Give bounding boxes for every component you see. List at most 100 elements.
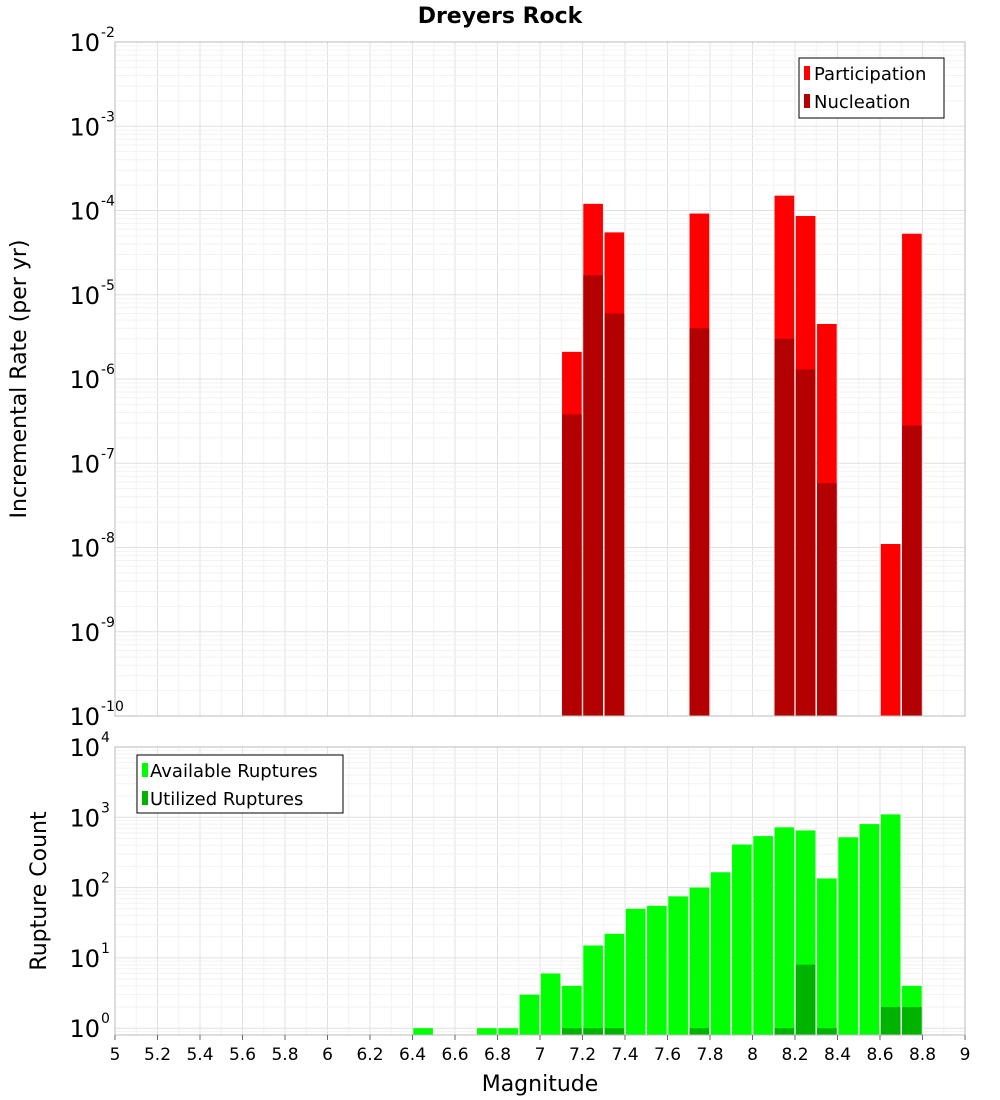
bar-available <box>519 994 540 1035</box>
bar-nucleation <box>817 483 837 716</box>
bar-available <box>625 908 646 1035</box>
bar-utilized <box>902 1007 922 1035</box>
y-tick-exponent: -9 <box>101 615 115 631</box>
y-tick-label: 10 <box>69 450 100 478</box>
y-tick-label: 10 <box>69 1015 100 1043</box>
legend-swatch-utilized <box>142 791 148 805</box>
bar-available <box>647 905 667 1035</box>
x-tick-label: 6.6 <box>441 1045 468 1065</box>
x-tick-label: 7.2 <box>569 1045 596 1065</box>
legend-swatch-nucleation <box>804 94 810 108</box>
count-bars <box>413 814 922 1035</box>
rate-legend-box <box>798 57 945 119</box>
count-legend-box <box>136 754 344 814</box>
x-tick-label: 8.8 <box>909 1045 936 1065</box>
y-tick-exponent: -3 <box>101 109 115 125</box>
bar-nucleation <box>583 275 603 716</box>
y-tick-exponent: -6 <box>101 362 115 378</box>
bar-nucleation <box>689 328 710 716</box>
x-tick-label: 8.2 <box>781 1045 808 1065</box>
bar-utilized <box>817 1028 837 1035</box>
bar-nucleation <box>902 425 922 716</box>
bar-nucleation <box>774 338 795 716</box>
y-tick-label: 10 <box>69 282 100 310</box>
bar-available <box>477 1028 497 1035</box>
bar-available <box>859 824 880 1035</box>
count-legend: Available Ruptures Utilized Ruptures <box>136 754 344 814</box>
y-tick-exponent: -2 <box>101 25 115 41</box>
rate-y-axis-label: Incremental Rate (per yr) <box>7 240 32 519</box>
count-y-axis-label: Rupture Count <box>27 811 52 971</box>
y-tick-label: 10 <box>69 198 100 226</box>
y-tick-exponent: 2 <box>101 871 110 887</box>
x-tick-label: 7.8 <box>696 1045 723 1065</box>
x-tick-label: 8.6 <box>866 1045 893 1065</box>
y-tick-label: 10 <box>69 875 100 903</box>
y-tick-label: 10 <box>69 804 100 832</box>
rate-legend: Participation Nucleation <box>798 57 945 119</box>
y-tick-exponent: -8 <box>101 531 115 547</box>
chart-title: Dreyers Rock <box>418 4 584 29</box>
bar-utilized <box>604 1028 625 1035</box>
legend-swatch-participation <box>804 66 810 80</box>
x-tick-label: 5.6 <box>229 1045 256 1065</box>
x-tick-label: 7 <box>535 1045 546 1065</box>
bar-available <box>583 945 603 1035</box>
y-tick-exponent: 0 <box>101 1011 110 1027</box>
legend-swatch-available <box>142 763 148 777</box>
y-tick-exponent: -7 <box>101 446 115 462</box>
y-tick-label: 10 <box>69 703 100 731</box>
bar-utilized <box>689 1028 710 1035</box>
bar-utilized <box>880 1007 901 1035</box>
bar-available <box>774 827 795 1035</box>
bar-utilized <box>562 1028 582 1035</box>
y-tick-exponent: 1 <box>101 941 110 957</box>
rate-frame <box>114 41 966 717</box>
x-tick-label: 6 <box>322 1045 333 1065</box>
bar-available <box>413 1028 433 1035</box>
y-tick-exponent: 3 <box>101 800 110 816</box>
bar-available <box>838 837 858 1035</box>
bar-nucleation <box>795 369 816 716</box>
legend-label-participation: Participation <box>814 64 926 85</box>
bar-available <box>562 985 582 1035</box>
y-tick-exponent: -4 <box>101 194 115 210</box>
bar-available <box>732 844 752 1035</box>
bar-nucleation <box>604 313 625 716</box>
bar-participation <box>880 544 901 716</box>
legend-label-utilized: Utilized Ruptures <box>150 789 303 810</box>
y-tick-label: 10 <box>69 113 100 141</box>
x-tick-label: 7.4 <box>611 1045 638 1065</box>
x-tick-label: 5.4 <box>186 1045 213 1065</box>
y-tick-label: 10 <box>69 535 100 563</box>
bar-available <box>498 1028 518 1035</box>
x-tick-label: 6.2 <box>356 1045 383 1065</box>
bar-utilized <box>774 1028 795 1035</box>
bar-available <box>710 872 731 1035</box>
bar-available <box>540 973 561 1035</box>
bar-available <box>668 896 688 1035</box>
y-tick-label: 10 <box>69 945 100 973</box>
x-tick-label: 9 <box>960 1045 971 1065</box>
bar-available <box>604 933 625 1035</box>
y-tick-label: 10 <box>69 734 100 762</box>
bar-utilized <box>583 1028 603 1035</box>
rate-grid <box>114 41 966 717</box>
rate-bars <box>562 195 922 717</box>
bar-nucleation <box>562 414 582 716</box>
x-axis-label: Magnitude <box>482 1072 599 1097</box>
y-tick-exponent: -10 <box>101 699 124 715</box>
x-tick-label: 8 <box>747 1045 758 1065</box>
bar-available <box>817 878 837 1035</box>
y-tick-exponent: -5 <box>101 278 115 294</box>
y-tick-exponent: 4 <box>101 730 110 746</box>
x-tick-label: 6.8 <box>484 1045 511 1065</box>
x-tick-label: 5 <box>110 1045 121 1065</box>
legend-label-available: Available Ruptures <box>150 761 318 782</box>
